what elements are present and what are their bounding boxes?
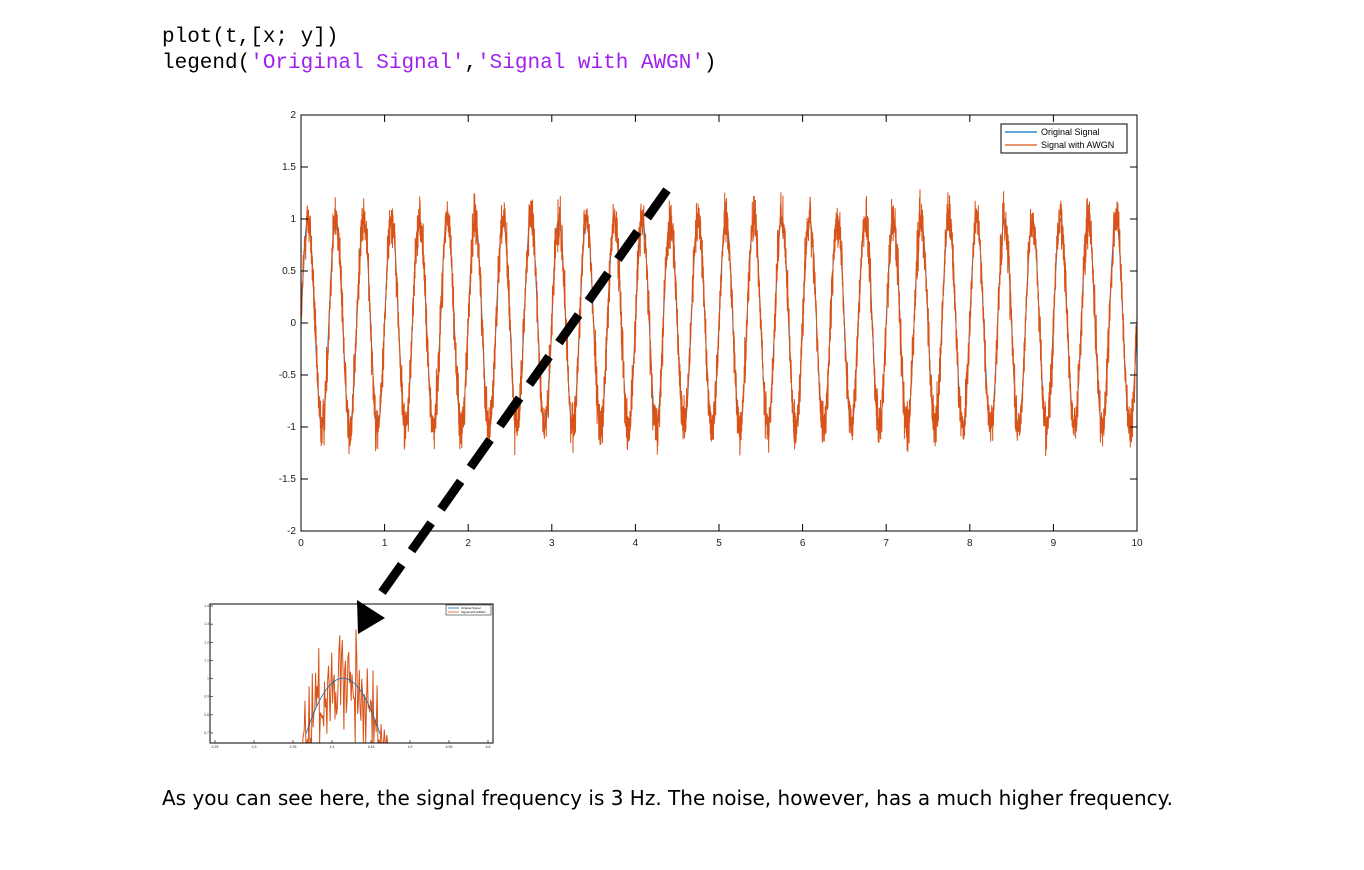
inset-y-tick-label: 1.3: [204, 622, 209, 626]
y-tick-label: -1.5: [279, 474, 297, 485]
x-tick-label: 2: [465, 538, 471, 549]
x-tick-label: 10: [1131, 538, 1143, 549]
inset-x-tick-label: 4.5: [408, 745, 413, 749]
inset-y-tick-label: 1: [207, 677, 209, 681]
inset-series-original-signal: [305, 677, 381, 734]
inset-legend-box: [445, 604, 492, 616]
code-string-awgn: 'Signal with AWGN': [477, 52, 704, 75]
inset-x-tick-label: 4.25: [212, 745, 219, 749]
x-tick-label: 6: [800, 538, 806, 549]
x-tick-label: 1: [382, 538, 388, 549]
pointer-arrowhead: [357, 600, 385, 634]
code-close-paren: ): [703, 52, 717, 75]
x-tick-label: 7: [883, 538, 889, 549]
code-string-original: 'Original Signal': [250, 52, 465, 75]
y-tick-label: 1: [290, 214, 296, 225]
inset-y-tick-label: 0.7: [204, 731, 209, 735]
y-tick-label: 0: [290, 318, 296, 329]
inset-frame: [209, 603, 494, 744]
inset-x-tick-label: 4.6: [486, 745, 491, 749]
series-signal-with-awgn: [300, 189, 1138, 457]
legend-box: [1000, 123, 1128, 154]
code-comma: ,: [464, 52, 478, 75]
inset-y-tick-label: 0.9: [204, 695, 209, 699]
legend-label: Signal with AWGN: [1041, 140, 1114, 150]
inset-x-tick-label: 4.3: [252, 745, 257, 749]
y-tick-label: -2: [287, 526, 296, 537]
legend-label: Original Signal: [1041, 127, 1100, 137]
x-tick-label: 9: [1051, 538, 1057, 549]
y-tick-label: 2: [290, 110, 296, 121]
pointer-dashed-line: [374, 187, 671, 601]
inset-x-tick-label: 4.35: [290, 745, 297, 749]
inset-y-tick-label: 0.8: [204, 713, 209, 717]
inset-y-tick-label: 1.1: [204, 658, 209, 662]
inset-legend-label: Original Signal: [461, 606, 481, 610]
code-line-plot: plot(t,[x; y]): [162, 26, 339, 49]
code-line-legend: legend('Original Signal','Signal with AW…: [162, 52, 717, 75]
inset-plot-area: [210, 604, 493, 743]
x-tick-label: 3: [549, 538, 555, 549]
code-legend-call: legend(: [162, 52, 251, 75]
y-tick-label: -0.5: [279, 370, 297, 381]
x-tick-label: 5: [716, 538, 722, 549]
x-tick-label: 4: [633, 538, 639, 549]
y-tick-label: 1.5: [282, 162, 296, 173]
inset-y-tick-label: 1.4: [204, 604, 209, 608]
inset-y-tick-label: 1.2: [204, 640, 209, 644]
chart-legend: Original Signal Signal with AWGN: [1000, 123, 1128, 154]
x-tick-label: 8: [967, 538, 973, 549]
y-tick-label: 0.5: [282, 266, 296, 277]
inset-x-tick-label: 4.45: [368, 745, 375, 749]
inset-legend-label: Signal with AWGN: [461, 610, 485, 614]
inset-x-tick-label: 4.55: [446, 745, 453, 749]
y-tick-label: -1: [287, 422, 296, 433]
caption-text: As you can see here, the signal frequenc…: [162, 786, 1173, 810]
x-tick-label: 0: [298, 538, 304, 549]
inset-x-tick-label: 4.4: [330, 745, 335, 749]
